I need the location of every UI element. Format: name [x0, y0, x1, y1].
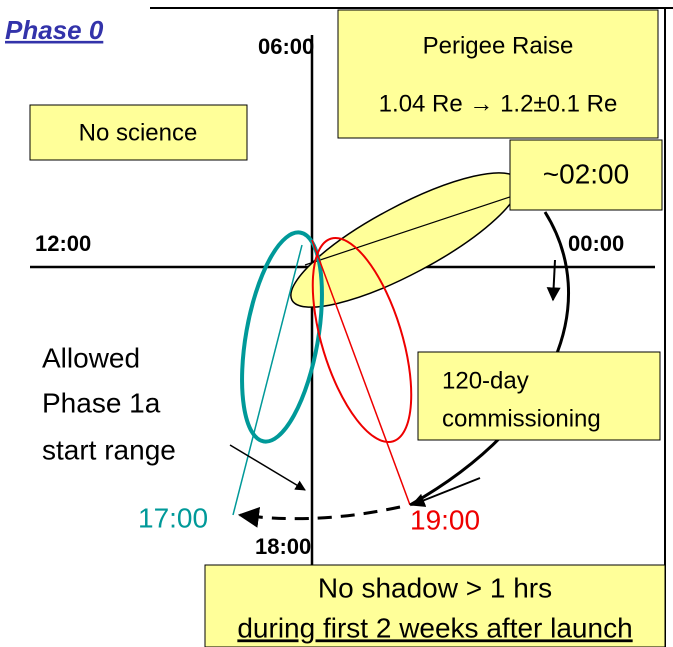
allowed-text: start range [42, 434, 176, 465]
teal-orbit [240, 230, 324, 444]
allowed-arrow [229, 444, 306, 491]
perigee-text: 1.04 Re → 1.2±0.1 Re [379, 90, 618, 117]
allowed-text: Phase 1a [42, 387, 161, 418]
shadow-text: No shadow > 1 hrs [318, 572, 552, 603]
no-science-text: No science [79, 119, 198, 146]
time-early: 17:00 [138, 502, 208, 533]
perigee-box [337, 9, 659, 139]
commissioning-text: commissioning [442, 405, 601, 432]
label-right: 00:00 [568, 231, 624, 256]
shadow-text: during first 2 weeks after launch [237, 612, 632, 643]
label-left: 12:00 [35, 231, 91, 256]
red-orbit [311, 236, 413, 444]
title: Phase 0 [5, 15, 104, 45]
no-science-box [29, 104, 248, 161]
apogee-box [509, 139, 663, 211]
orbit-ellipse [290, 172, 520, 308]
red-line [311, 239, 411, 506]
time-late: 19:00 [410, 504, 480, 535]
arrow-down [546, 259, 561, 302]
shadow-box [204, 564, 666, 647]
label-top: 06:00 [258, 34, 314, 59]
teal-line [232, 244, 303, 516]
label-bottom: 18:00 [255, 534, 311, 559]
allowed-text: Allowed [42, 342, 140, 373]
perigee-text: Perigee Raise [423, 32, 574, 59]
dashed-arc [237, 505, 401, 528]
arrow-end [410, 477, 481, 507]
apogee-text: ~02:00 [543, 158, 629, 189]
commissioning-box [417, 351, 661, 441]
commissioning-text: 120-day [442, 367, 529, 394]
